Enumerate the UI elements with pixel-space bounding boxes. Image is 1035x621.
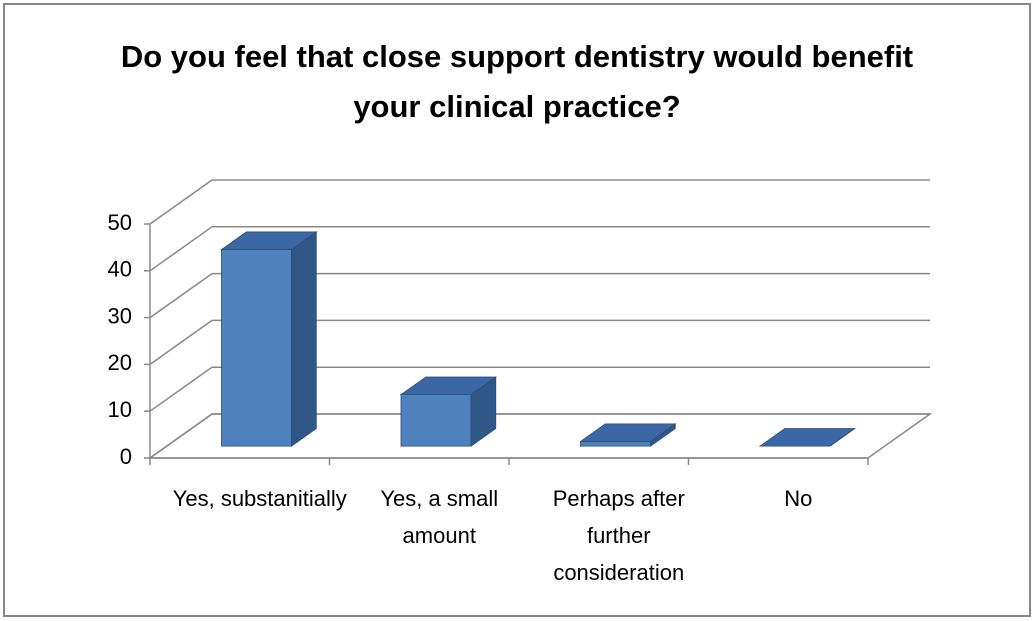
bar bbox=[579, 423, 677, 447]
bar bbox=[399, 376, 498, 447]
grid-line bbox=[149, 272, 213, 319]
x-tick-label: Yes, substanitially bbox=[172, 486, 347, 511]
grid-line bbox=[149, 226, 213, 272]
chart-border bbox=[3, 3, 1031, 617]
bar-top bbox=[220, 231, 318, 250]
bar-top bbox=[399, 376, 498, 396]
grid-line bbox=[149, 366, 213, 412]
chart-title: Do you feel that close support dentistry… bbox=[120, 39, 914, 124]
x-tick-label: Perhaps after further consideration bbox=[552, 486, 685, 585]
bar-top bbox=[579, 423, 677, 442]
bar-top bbox=[758, 428, 857, 447]
bar-front bbox=[221, 249, 292, 447]
grid-line bbox=[149, 179, 213, 225]
y-tick-label: 40 bbox=[108, 257, 132, 282]
bar-front bbox=[400, 394, 472, 447]
y-tick-label: 30 bbox=[108, 303, 132, 328]
grid-line bbox=[149, 319, 213, 366]
grid-line bbox=[149, 413, 213, 459]
y-tick-label: 0 bbox=[120, 444, 132, 469]
bar-front bbox=[580, 441, 651, 447]
bar bbox=[758, 428, 857, 447]
x-tick-label: No bbox=[784, 486, 813, 511]
bar-side bbox=[291, 231, 317, 447]
y-tick-label: 50 bbox=[108, 210, 132, 235]
y-tick-label: 20 bbox=[108, 350, 132, 375]
y-tick-label: 10 bbox=[108, 397, 132, 422]
bar bbox=[220, 231, 318, 447]
x-tick-label: Yes, a small amount bbox=[380, 486, 499, 548]
